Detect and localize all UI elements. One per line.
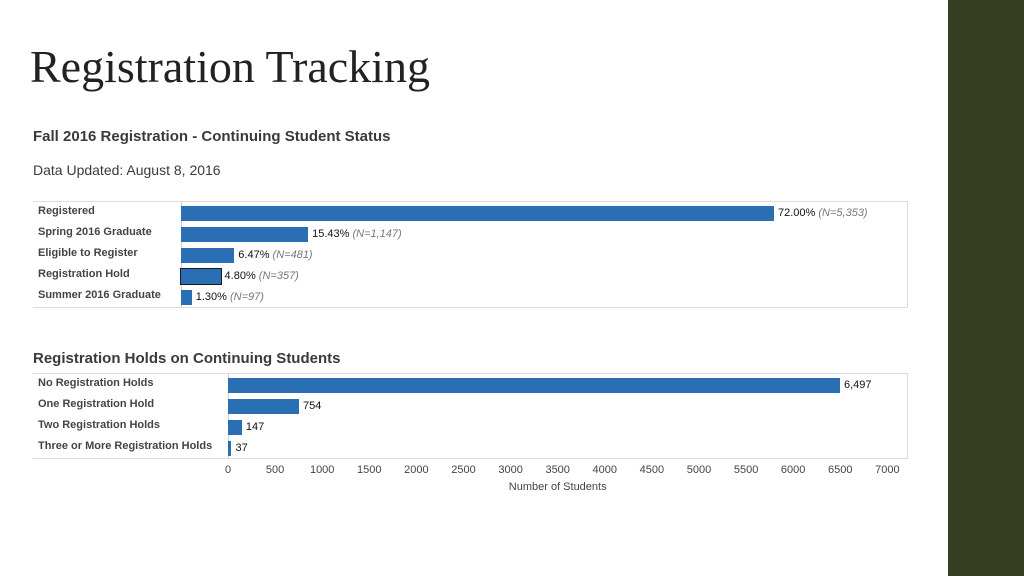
holds-category-label: Two Registration Holds — [38, 419, 161, 431]
holds-category-label: No Registration Holds — [38, 377, 154, 389]
holds-x-tick-label: 5500 — [733, 464, 759, 476]
status-data-label: 4.80% (N=357) — [225, 270, 299, 282]
holds-x-tick-label: 1500 — [357, 464, 382, 476]
status-percent-label: 72.00% — [778, 207, 816, 219]
status-bar — [181, 206, 774, 221]
holds-data-label: 754 — [303, 400, 322, 412]
chart1-title: Fall 2016 Registration - Continuing Stud… — [33, 128, 391, 145]
status-n-label: (N=481) — [272, 249, 313, 261]
status-category-label: Eligible to Register — [38, 247, 138, 259]
status-category-label: Registration Hold — [38, 268, 130, 280]
holds-x-tick-label: 5000 — [686, 464, 712, 476]
status-panel-edge — [907, 202, 908, 307]
holds-bar — [228, 378, 840, 393]
holds-category-label: Three or More Registration Holds — [38, 440, 213, 452]
status-category-label: Registered — [38, 205, 95, 217]
status-n-label: (N=357) — [258, 270, 299, 282]
status-percent-label: 4.80% — [224, 270, 256, 282]
status-data-label: 72.00% (N=5,353) — [778, 207, 868, 219]
holds-x-tick-label: 6000 — [780, 464, 806, 476]
holds-x-tick-label: 2000 — [404, 464, 429, 476]
status-category-label: Summer 2016 Graduate — [38, 289, 161, 301]
slide-title: Registration Tracking — [30, 41, 430, 92]
holds-bar — [228, 399, 300, 414]
status-percent-label: 6.47% — [238, 249, 270, 261]
holds-bar — [228, 441, 232, 456]
holds-chart: No Registration Holds 6,497 One Registrati… — [33, 373, 908, 459]
status-data-label: 1.30% (N=97) — [196, 291, 264, 303]
status-category-label: Spring 2016 Graduate — [38, 226, 152, 238]
holds-data-label: 6,497 — [844, 379, 872, 391]
chart1-subtitle: Data Updated: August 8, 2016 — [33, 162, 221, 178]
status-chart: Registered 72.00% (N=5,353) Spring 2016 Gr… — [33, 201, 908, 308]
status-n-label: (N=5,353) — [818, 207, 868, 219]
holds-x-tick-label: 500 — [265, 464, 285, 476]
status-bar — [180, 268, 222, 285]
status-bar — [181, 227, 309, 242]
status-bar — [181, 248, 235, 263]
sidebar-accent — [948, 0, 1024, 576]
status-percent-label: 15.43% — [312, 228, 350, 240]
holds-category-label: One Registration Hold — [38, 398, 155, 410]
status-data-label: 6.47% (N=481) — [238, 249, 312, 261]
status-n-label: (N=1,147) — [352, 228, 402, 240]
holds-data-label: 37 — [235, 442, 248, 454]
holds-data-label: 147 — [245, 421, 265, 433]
holds-x-tick-label: 3500 — [545, 464, 570, 476]
status-data-label: 15.43% (N=1,147) — [312, 228, 402, 240]
holds-panel-edge — [907, 374, 908, 458]
holds-bar — [228, 420, 242, 435]
holds-x-axis-label: Number of Students — [508, 481, 607, 493]
status-bar — [181, 290, 192, 305]
holds-x-tick-label: 2500 — [451, 464, 476, 476]
holds-x-tick-label: 4000 — [592, 464, 618, 476]
holds-x-tick-label: 4500 — [639, 464, 665, 476]
status-percent-label: 1.30% — [195, 291, 227, 303]
status-n-label: (N=97) — [229, 291, 264, 303]
holds-axis-line — [228, 374, 229, 458]
holds-x-tick-label: 1000 — [309, 464, 335, 476]
holds-x-tick-label: 3000 — [498, 464, 523, 476]
holds-x-tick-label: 0 — [224, 464, 232, 476]
holds-x-tick-label: 6500 — [828, 464, 853, 476]
chart2-title: Registration Holds on Continuing Student… — [33, 350, 341, 367]
holds-x-tick-label: 7000 — [875, 464, 900, 476]
